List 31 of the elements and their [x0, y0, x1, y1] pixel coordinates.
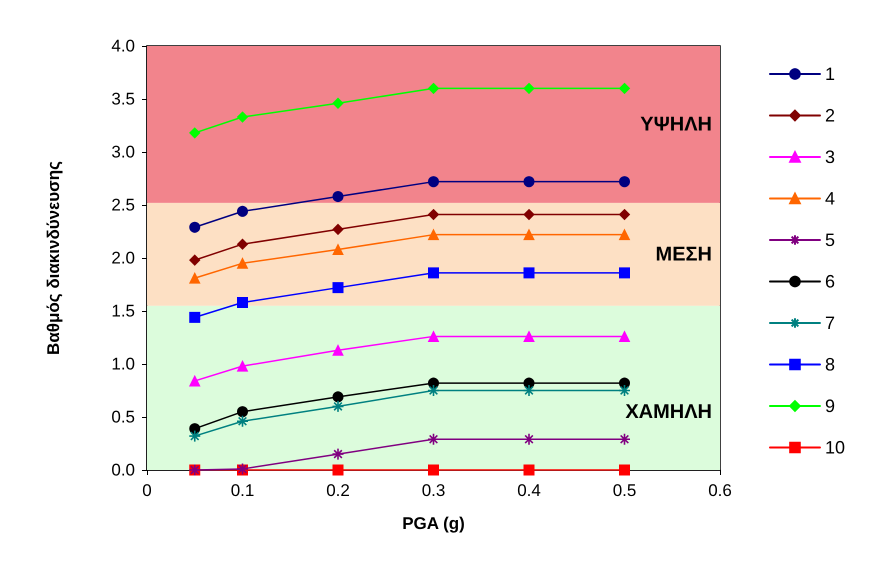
y-tick-label: 0.5: [111, 408, 135, 426]
legend-label: 2: [824, 106, 835, 126]
x-axis-title: PGA (g): [402, 514, 465, 533]
y-tick-label: 1.0: [111, 354, 135, 374]
y-axis-title: Βαθμός διακινδύνευσης: [44, 160, 63, 355]
legend-label: 4: [824, 188, 835, 208]
band-label: ΧΑΜΗΛΗ: [625, 401, 712, 423]
x-tick-label: 0.6: [708, 481, 732, 500]
band-label: ΜΕΣΗ: [656, 243, 712, 266]
legend-label: 3: [824, 147, 835, 167]
y-tick-label: 0.0: [111, 460, 135, 480]
y-tick-label: 2.0: [111, 248, 135, 268]
y-tick-label: 2.5: [111, 196, 135, 214]
x-tick-label: 0.5: [612, 481, 636, 500]
legend-label: 9: [824, 396, 835, 416]
x-tick-label: 0.2: [326, 481, 350, 500]
x-tick-label: 0.1: [230, 481, 254, 500]
y-tick-label: 1.5: [111, 302, 135, 320]
legend-label: 8: [824, 354, 835, 374]
y-tick-label: 3.0: [111, 142, 135, 162]
x-tick-label: 0.4: [517, 481, 541, 500]
legend-label: 6: [824, 272, 835, 292]
legend-label: 7: [824, 313, 835, 333]
legend-label: 10: [824, 438, 846, 458]
legend-label: 1: [824, 64, 835, 84]
y-tick-label: 3.5: [111, 90, 135, 108]
x-tick-label: 0: [142, 481, 152, 500]
y-tick-label: 4.0: [111, 36, 135, 56]
band-label: ΥΨΗΛΗ: [640, 113, 712, 136]
x-tick-label: 0.3: [422, 481, 446, 500]
legend-label: 5: [824, 230, 835, 250]
